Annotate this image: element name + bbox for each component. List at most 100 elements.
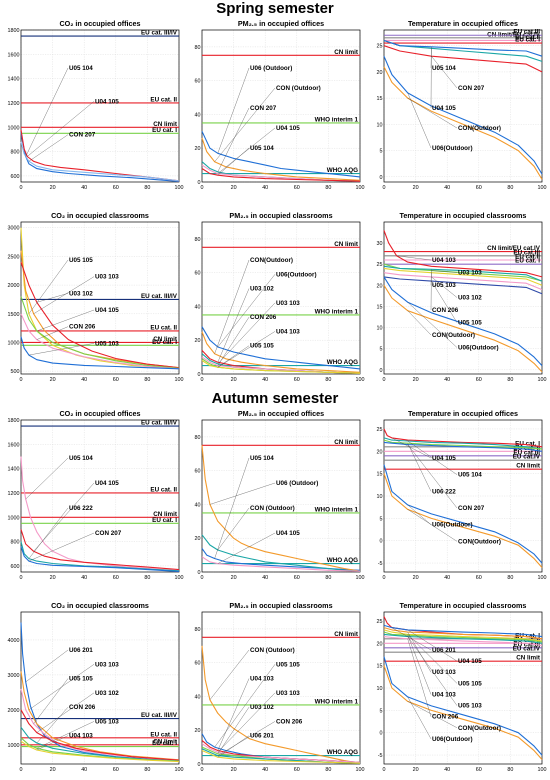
y-tick-label: 60 <box>195 469 201 475</box>
x-tick-label: 100 <box>175 767 184 773</box>
series-label: U05 103 <box>95 718 119 725</box>
y-tick-label: 60 <box>195 79 201 85</box>
x-tick-label: 60 <box>476 185 482 191</box>
series-label: CON 207 <box>95 530 122 537</box>
y-tick-label: 1800 <box>8 418 20 424</box>
x-tick-label: 80 <box>325 377 331 383</box>
x-tick-label: 20 <box>413 575 419 581</box>
y-tick-label: 60 <box>195 271 201 277</box>
series-label: U05 104 <box>250 455 274 462</box>
series-label: U05 104 <box>432 65 456 72</box>
x-tick-label: 0 <box>383 575 386 581</box>
series-label: U05 104 <box>250 145 274 152</box>
threshold-label: EU cat. III/IV <box>141 420 178 427</box>
y-tick-label: 1600 <box>8 442 20 448</box>
threshold-label: EU cat. I <box>152 740 177 747</box>
series-label: U05 103 <box>95 340 119 347</box>
y-tick-label: 5 <box>380 708 383 714</box>
series-label: CON (Outdoor) <box>276 85 321 92</box>
x-tick-label: 20 <box>413 377 419 383</box>
threshold-label: CN limit <box>334 631 359 638</box>
y-tick-label: 0 <box>198 762 201 768</box>
chart-title: CO₂ in occupied classrooms <box>51 211 149 220</box>
series-label: U05 104 <box>458 472 482 479</box>
label-leader <box>26 68 68 156</box>
y-tick-label: 20 <box>377 283 383 289</box>
series-label: U04 105 <box>432 455 456 462</box>
y-tick-label: 25 <box>377 262 383 268</box>
x-tick-label: 0 <box>383 767 386 773</box>
grid <box>21 30 179 182</box>
series-line <box>21 142 179 181</box>
y-tick-label: 15 <box>377 472 383 478</box>
y-tick-label: 40 <box>195 502 201 508</box>
series-line <box>384 465 542 563</box>
series-label: U03 103 <box>95 274 119 281</box>
series-label: U06 201 <box>250 733 274 740</box>
label-leader <box>218 533 275 564</box>
series-label: U05 105 <box>250 343 274 350</box>
chart-title: Temperature in occupied classrooms <box>400 211 527 220</box>
x-tick-label: 80 <box>325 575 331 581</box>
y-tick-label: 500 <box>11 369 20 375</box>
y-tick-label: 40 <box>195 112 201 118</box>
y-tick-label: 2500 <box>8 254 20 260</box>
y-tick-label: 1000 <box>8 743 20 749</box>
x-tick-label: 40 <box>81 377 87 383</box>
y-tick-label: 25 <box>377 44 383 50</box>
y-tick-label: 0 <box>198 180 201 186</box>
chart-title: PM₂.₅ in occupied classrooms <box>229 601 332 610</box>
series-label: CON 206 <box>250 314 277 321</box>
y-tick-label: 0 <box>380 368 383 374</box>
y-tick-label: 0 <box>380 539 383 545</box>
threshold-label: WHO interim 1 <box>315 116 359 123</box>
y-tick-label: 0 <box>380 731 383 737</box>
threshold-label: EU cat. II <box>150 486 177 493</box>
y-tick-label: 600 <box>11 564 20 570</box>
y-tick-label: -5 <box>378 753 383 759</box>
series-label: U05 104 <box>69 65 93 72</box>
series-line <box>384 56 542 174</box>
x-tick-label: 60 <box>476 575 482 581</box>
x-tick-label: 40 <box>444 575 450 581</box>
y-tick-label: 10 <box>377 494 383 500</box>
series-label: U06 (Outdoor) <box>250 65 292 72</box>
series-label: U03 102 <box>250 286 274 293</box>
series-label: U03 103 <box>95 661 119 668</box>
threshold-label: EU cat. II <box>150 324 177 331</box>
y-tick-label: 0 <box>198 570 201 576</box>
x-tick-label: 0 <box>201 575 204 581</box>
label-leader <box>218 108 249 172</box>
threshold-label: EU cat. II <box>150 96 177 103</box>
x-tick-label: 100 <box>175 377 184 383</box>
series-label: U03 102 <box>95 690 119 697</box>
series-label: U04 105 <box>432 105 456 112</box>
label-leader <box>210 483 275 504</box>
y-tick-label: 80 <box>195 627 201 633</box>
y-tick-label: 20 <box>195 146 201 152</box>
x-tick-label: 100 <box>538 377 547 383</box>
x-tick-label: 80 <box>507 575 513 581</box>
series-label: U04 103 <box>69 733 93 740</box>
threshold-label: EU cat. I <box>152 339 177 346</box>
x-tick-label: 80 <box>325 185 331 191</box>
x-tick-label: 60 <box>294 377 300 383</box>
y-tick-label: 5 <box>380 149 383 155</box>
grid <box>21 420 179 572</box>
y-tick-label: 5 <box>380 516 383 522</box>
series-label: U04 105 <box>458 658 482 665</box>
y-tick-label: 40 <box>195 304 201 310</box>
x-tick-label: 100 <box>175 185 184 191</box>
x-tick-label: 80 <box>144 767 150 773</box>
threshold-label: WHO interim 1 <box>315 506 359 513</box>
x-tick-label: 80 <box>507 767 513 773</box>
